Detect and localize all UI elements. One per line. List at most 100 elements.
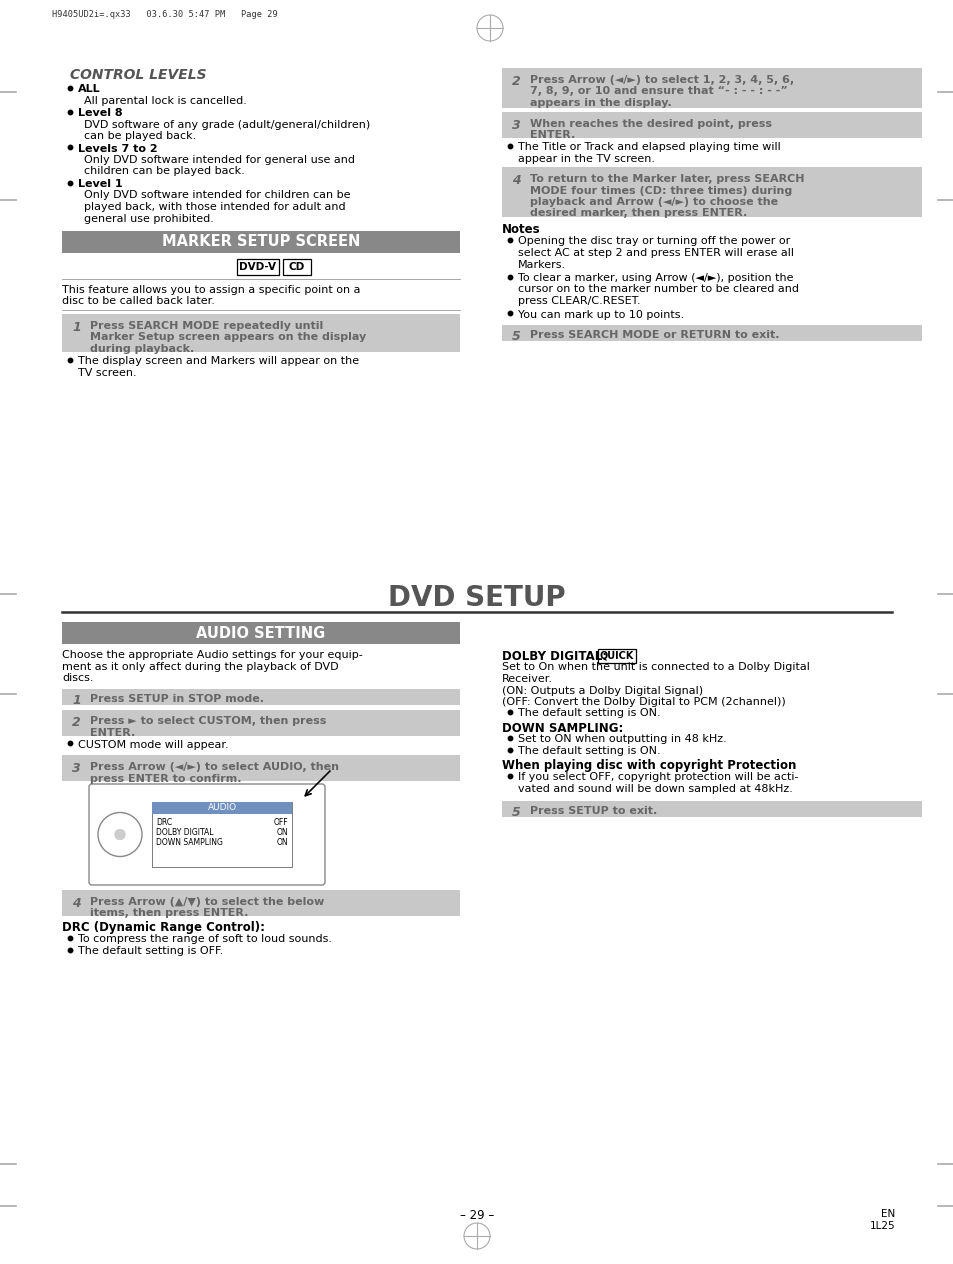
Text: ment as it only affect during the playback of DVD: ment as it only affect during the playba… (62, 661, 338, 671)
Text: appear in the TV screen.: appear in the TV screen. (517, 153, 655, 163)
Bar (152, 801, 292, 867)
Text: Receiver.: Receiver. (501, 674, 553, 684)
Text: Press SETUP in STOP mode.: Press SETUP in STOP mode. (90, 694, 264, 704)
Text: To return to the Marker later, press SEARCH: To return to the Marker later, press SEA… (530, 174, 803, 185)
Text: items, then press ENTER.: items, then press ENTER. (90, 909, 248, 919)
Bar (501, 167, 921, 217)
Text: Set to ON when outputting in 48 kHz.: Set to ON when outputting in 48 kHz. (517, 734, 726, 744)
Text: desired marker, then press ENTER.: desired marker, then press ENTER. (530, 209, 746, 219)
Text: 4: 4 (512, 174, 520, 187)
Text: discs.: discs. (62, 672, 93, 683)
Text: played back, with those intended for adult and: played back, with those intended for adu… (84, 202, 345, 212)
Text: 5: 5 (512, 330, 520, 343)
Bar (62, 755, 459, 781)
Text: Press Arrow (▲/▼) to select the below: Press Arrow (▲/▼) to select the below (90, 897, 324, 908)
Text: Only DVD software intended for general use and: Only DVD software intended for general u… (84, 155, 355, 166)
Text: cursor on to the marker number to be cleared and: cursor on to the marker number to be cle… (517, 284, 799, 295)
Text: The default setting is ON.: The default setting is ON. (517, 746, 659, 756)
Bar (62, 709, 459, 736)
Text: 1: 1 (71, 321, 81, 334)
Text: 4: 4 (71, 897, 81, 910)
Bar (236, 259, 278, 276)
Text: Notes: Notes (501, 222, 540, 236)
Text: DRC (Dynamic Range Control):: DRC (Dynamic Range Control): (62, 921, 265, 934)
Text: DVD-V: DVD-V (239, 262, 276, 272)
Text: press ENTER to confirm.: press ENTER to confirm. (90, 774, 241, 784)
Text: QUICK: QUICK (599, 650, 634, 660)
Text: To compress the range of soft to loud sounds.: To compress the range of soft to loud so… (78, 934, 332, 944)
Text: Only DVD software intended for children can be: Only DVD software intended for children … (84, 191, 350, 201)
Bar (62, 231, 459, 253)
Text: CONTROL LEVELS: CONTROL LEVELS (70, 68, 207, 82)
Text: CD: CD (289, 262, 305, 272)
Text: children can be played back.: children can be played back. (84, 167, 245, 177)
Text: 3: 3 (512, 119, 520, 131)
Bar (501, 801, 921, 817)
Text: EN
1L25: EN 1L25 (868, 1208, 894, 1231)
Text: 7, 8, 9, or 10 and ensure that “- : - - : - -”: 7, 8, 9, or 10 and ensure that “- : - - … (530, 86, 787, 96)
Bar (501, 68, 921, 107)
Text: 2: 2 (512, 75, 520, 88)
Text: AUDIO SETTING: AUDIO SETTING (196, 626, 325, 641)
Text: (OFF: Convert the Dolby Digital to PCM (2channel)): (OFF: Convert the Dolby Digital to PCM (… (501, 696, 785, 707)
Text: Level 8: Level 8 (78, 107, 123, 118)
Text: ON: ON (276, 838, 288, 847)
Text: DOWN SAMPLING: DOWN SAMPLING (156, 838, 223, 847)
Text: Opening the disc tray or turning off the power or: Opening the disc tray or turning off the… (517, 236, 789, 246)
Text: appears in the display.: appears in the display. (530, 99, 671, 107)
Text: DOWN SAMPLING:: DOWN SAMPLING: (501, 722, 622, 734)
Text: select AC at step 2 and press ENTER will erase all: select AC at step 2 and press ENTER will… (517, 248, 793, 258)
Text: Level 1: Level 1 (78, 179, 123, 190)
Text: The default setting is ON.: The default setting is ON. (517, 709, 659, 718)
Bar (62, 622, 459, 643)
Text: DRC: DRC (156, 818, 172, 827)
Text: MODE four times (CD: three times) during: MODE four times (CD: three times) during (530, 186, 791, 196)
Text: Press Arrow (◄/►) to select 1, 2, 3, 4, 5, 6,: Press Arrow (◄/►) to select 1, 2, 3, 4, … (530, 75, 793, 85)
Text: 1: 1 (71, 694, 81, 707)
Text: OFF: OFF (274, 818, 288, 827)
Text: can be played back.: can be played back. (84, 131, 196, 142)
Text: general use prohibited.: general use prohibited. (84, 214, 213, 224)
Text: 2: 2 (71, 717, 81, 729)
Text: You can mark up to 10 points.: You can mark up to 10 points. (517, 310, 683, 320)
Text: Press Arrow (◄/►) to select AUDIO, then: Press Arrow (◄/►) to select AUDIO, then (90, 762, 338, 772)
Text: 5: 5 (512, 806, 520, 819)
Text: CUSTOM mode will appear.: CUSTOM mode will appear. (78, 739, 229, 750)
Text: press CLEAR/C.RESET.: press CLEAR/C.RESET. (517, 296, 640, 306)
Text: ENTER.: ENTER. (530, 130, 575, 140)
Text: All parental lock is cancelled.: All parental lock is cancelled. (84, 96, 247, 105)
Text: H9405UD2i=.qx33   03.6.30 5:47 PM   Page 29: H9405UD2i=.qx33 03.6.30 5:47 PM Page 29 (52, 10, 277, 19)
Text: DVD SETUP: DVD SETUP (388, 584, 565, 612)
Text: To clear a marker, using Arrow (◄/►), position the: To clear a marker, using Arrow (◄/►), po… (517, 273, 793, 283)
Text: Markers.: Markers. (517, 259, 565, 269)
Bar (598, 648, 636, 664)
Text: DVD software of any grade (adult/general/children): DVD software of any grade (adult/general… (84, 120, 370, 129)
Text: 3: 3 (71, 762, 81, 775)
Bar (62, 689, 459, 704)
Text: Press SEARCH MODE or RETURN to exit.: Press SEARCH MODE or RETURN to exit. (530, 330, 779, 340)
Text: The display screen and Markers will appear on the: The display screen and Markers will appe… (78, 356, 358, 367)
Text: DOLBY DIGITAL: DOLBY DIGITAL (156, 828, 213, 837)
Text: Levels 7 to 2: Levels 7 to 2 (78, 144, 157, 153)
Text: TV screen.: TV screen. (78, 368, 136, 378)
Text: Press ► to select CUSTOM, then press: Press ► to select CUSTOM, then press (90, 717, 326, 727)
Bar (62, 890, 459, 916)
Text: ON: ON (276, 828, 288, 837)
FancyBboxPatch shape (89, 784, 325, 885)
Bar (501, 112, 921, 138)
Text: ALL: ALL (78, 83, 100, 94)
Text: Press SETUP to exit.: Press SETUP to exit. (530, 806, 657, 817)
Text: – 29 –: – 29 – (459, 1208, 494, 1222)
Text: Marker Setup screen appears on the display: Marker Setup screen appears on the displ… (90, 332, 366, 343)
Text: Set to On when the unit is connected to a Dolby Digital: Set to On when the unit is connected to … (501, 662, 809, 672)
Circle shape (115, 829, 125, 839)
Text: DOLBY DIGITAL:: DOLBY DIGITAL: (501, 650, 606, 664)
Bar (62, 313, 459, 351)
Text: If you select OFF, copyright protection will be acti-: If you select OFF, copyright protection … (517, 772, 798, 782)
Text: disc to be called back later.: disc to be called back later. (62, 297, 214, 306)
Text: AUDIO: AUDIO (207, 804, 236, 813)
Text: MARKER SETUP SCREEN: MARKER SETUP SCREEN (162, 235, 360, 249)
Bar (283, 259, 311, 276)
Text: This feature allows you to assign a specific point on a: This feature allows you to assign a spec… (62, 284, 360, 295)
Text: Choose the appropriate Audio settings for your equip-: Choose the appropriate Audio settings fo… (62, 650, 362, 660)
